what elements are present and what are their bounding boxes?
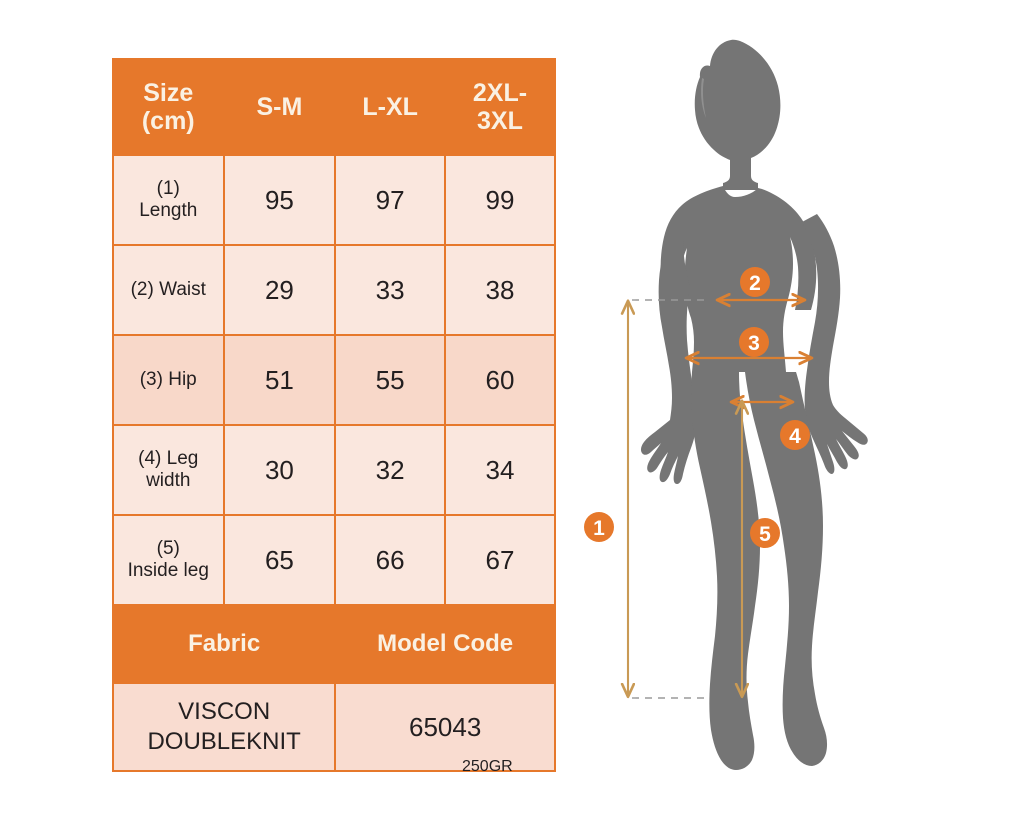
female-silhouette-icon bbox=[640, 39, 868, 770]
header-2xl-line1: 2XL- bbox=[472, 79, 528, 107]
measurement-2-waist: 2 bbox=[718, 267, 804, 300]
cell-waist-lxl: 33 bbox=[334, 244, 446, 336]
table-footer-header-row: Fabric Model Code bbox=[111, 604, 556, 684]
footer-value-model-code: 65043 bbox=[334, 682, 556, 772]
marker-label-5: 5 bbox=[759, 523, 771, 546]
marker-badge-1: 1 bbox=[584, 512, 614, 542]
cell-leg-width-2xl3xl: 34 bbox=[443, 424, 557, 516]
header-cell-s-m: S-M bbox=[222, 58, 337, 156]
fabric-weight-note: 250GR bbox=[462, 758, 513, 775]
cell-inside-leg-2xl3xl: 67 bbox=[443, 514, 557, 606]
fabric-line2: DOUBLEKNIT bbox=[147, 728, 301, 755]
row-label-length-line1: (1) bbox=[156, 177, 180, 199]
header-size-line2: (cm) bbox=[141, 107, 195, 135]
row-label-length: (1) Length bbox=[112, 154, 225, 246]
header-cell-2xl-3xl: 2XL- 3XL bbox=[443, 58, 557, 156]
marker-badge-2: 2 bbox=[740, 267, 770, 297]
row-label-leg-width-line2: width bbox=[146, 470, 191, 491]
cell-inside-leg-lxl: 66 bbox=[334, 514, 446, 606]
size-chart-table-container: Size (cm) S-M L-XL 2XL- 3XL (1) Length 9… bbox=[111, 58, 557, 772]
table-row-inside-leg: (5) Inside leg 65 66 67 bbox=[112, 514, 557, 606]
measurement-5-inside-leg: 5 bbox=[742, 402, 780, 696]
marker-label-2: 2 bbox=[749, 272, 761, 295]
measurement-3-hip: 3 bbox=[687, 327, 811, 358]
measurement-1-length: 1 bbox=[584, 299, 708, 699]
marker-label-4: 4 bbox=[789, 425, 801, 448]
fabric-line1: VISCON bbox=[178, 698, 271, 725]
row-label-inside-leg-line2: Inside leg bbox=[127, 560, 209, 581]
table-footer-value-row: VISCON DOUBLEKNIT 65043 bbox=[111, 682, 556, 772]
cell-waist-2xl3xl: 38 bbox=[443, 244, 557, 336]
header-cell-l-xl: L-XL bbox=[334, 58, 446, 156]
cell-hip-lxl: 55 bbox=[334, 334, 446, 426]
row-label-inside-leg: (5) Inside leg bbox=[112, 514, 225, 606]
cell-length-lxl: 97 bbox=[334, 154, 446, 246]
cell-hip-sm: 51 bbox=[222, 334, 337, 426]
row-label-length-line2: Length bbox=[139, 200, 198, 221]
row-label-waist: (2) Waist bbox=[112, 244, 225, 336]
header-size-line1: Size bbox=[143, 79, 194, 107]
table-row-length: (1) Length 95 97 99 bbox=[112, 154, 557, 246]
header-2xl-line2: 3XL bbox=[477, 107, 523, 135]
cell-leg-width-lxl: 32 bbox=[334, 424, 446, 516]
cell-waist-sm: 29 bbox=[222, 244, 337, 336]
table-header-row: Size (cm) S-M L-XL 2XL- 3XL bbox=[112, 58, 557, 156]
table-row-waist: (2) Waist 29 33 38 bbox=[112, 244, 557, 336]
cell-hip-2xl3xl: 60 bbox=[443, 334, 557, 426]
cell-length-2xl3xl: 99 bbox=[443, 154, 557, 246]
size-chart-table: Size (cm) S-M L-XL 2XL- 3XL (1) Length 9… bbox=[111, 58, 557, 772]
measurement-figure: 1 2 3 4 bbox=[580, 0, 1024, 818]
footer-header-model-code: Model Code bbox=[334, 604, 556, 684]
row-label-leg-width-line1: (4) Leg bbox=[138, 447, 199, 469]
row-label-hip: (3) Hip bbox=[112, 334, 225, 426]
marker-badge-5: 5 bbox=[750, 518, 780, 548]
marker-badge-4: 4 bbox=[780, 420, 810, 450]
table-row-hip: (3) Hip 51 55 60 bbox=[112, 334, 557, 426]
marker-badge-3: 3 bbox=[739, 327, 769, 357]
marker-label-1: 1 bbox=[593, 517, 605, 540]
footer-value-fabric: VISCON DOUBLEKNIT bbox=[111, 682, 337, 772]
header-cell-size: Size (cm) bbox=[112, 58, 225, 156]
footer-header-fabric: Fabric bbox=[111, 604, 337, 684]
cell-inside-leg-sm: 65 bbox=[222, 514, 337, 606]
row-label-inside-leg-line1: (5) bbox=[156, 537, 180, 559]
row-label-leg-width: (4) Leg width bbox=[112, 424, 225, 516]
marker-label-3: 3 bbox=[748, 332, 760, 355]
cell-length-sm: 95 bbox=[222, 154, 337, 246]
cell-leg-width-sm: 30 bbox=[222, 424, 337, 516]
table-row-leg-width: (4) Leg width 30 32 34 bbox=[112, 424, 557, 516]
